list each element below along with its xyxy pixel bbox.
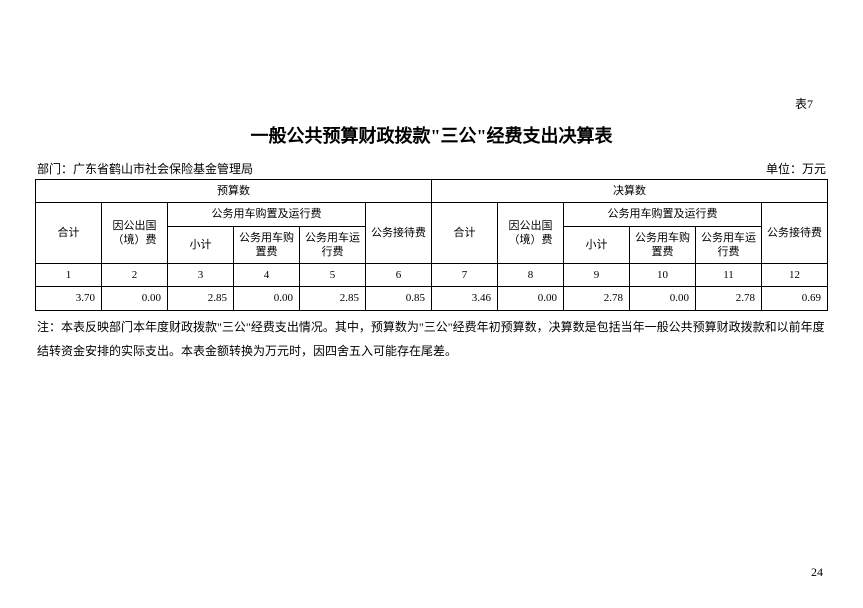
table-row: 3.70 0.00 2.85 0.00 2.85 0.85 3.46 0.00 … bbox=[36, 287, 828, 310]
section-final-header: 决算数 bbox=[432, 180, 828, 203]
data-cell: 0.69 bbox=[762, 287, 828, 310]
col-vehicle-operate-b: 公务用车运行费 bbox=[300, 226, 366, 264]
department-label: 部门： bbox=[37, 162, 73, 176]
table-row: 合计 因公出国（境）费 公务用车购置及运行费 公务接待费 合计 因公出国（境）费… bbox=[36, 203, 828, 226]
data-cell: 0.00 bbox=[234, 287, 300, 310]
col-vehicle-operate-f: 公务用车运行费 bbox=[696, 226, 762, 264]
col-total-b: 合计 bbox=[36, 203, 102, 264]
note-label: 注： bbox=[37, 320, 61, 334]
index-cell: 5 bbox=[300, 264, 366, 287]
data-cell: 3.70 bbox=[36, 287, 102, 310]
col-vehicle-group-b: 公务用车购置及运行费 bbox=[168, 203, 366, 226]
data-cell: 2.78 bbox=[564, 287, 630, 310]
data-cell: 2.85 bbox=[300, 287, 366, 310]
index-cell: 6 bbox=[366, 264, 432, 287]
data-cell: 0.00 bbox=[498, 287, 564, 310]
col-vehicle-purchase-f: 公务用车购置费 bbox=[630, 226, 696, 264]
index-cell: 4 bbox=[234, 264, 300, 287]
col-abroad-b: 因公出国（境）费 bbox=[102, 203, 168, 264]
col-vehicle-purchase-b: 公务用车购置费 bbox=[234, 226, 300, 264]
data-cell: 0.00 bbox=[102, 287, 168, 310]
index-cell: 12 bbox=[762, 264, 828, 287]
data-cell: 2.85 bbox=[168, 287, 234, 310]
index-cell: 11 bbox=[696, 264, 762, 287]
header-row: 部门：广东省鹤山市社会保险基金管理局 单位：万元 bbox=[35, 160, 828, 177]
note-text: 本表反映部门本年度财政拨款"三公"经费支出情况。其中，预算数为"三公"经费年初预… bbox=[37, 320, 825, 358]
department-name: 广东省鹤山市社会保险基金管理局 bbox=[73, 162, 253, 176]
col-reception-b: 公务接待费 bbox=[366, 203, 432, 264]
index-cell: 8 bbox=[498, 264, 564, 287]
col-subtotal-b: 小计 bbox=[168, 226, 234, 264]
department-info: 部门：广东省鹤山市社会保险基金管理局 bbox=[37, 160, 253, 177]
data-cell: 0.00 bbox=[630, 287, 696, 310]
data-cell: 2.78 bbox=[696, 287, 762, 310]
section-budget-header: 预算数 bbox=[36, 180, 432, 203]
note: 注：本表反映部门本年度财政拨款"三公"经费支出情况。其中，预算数为"三公"经费年… bbox=[35, 315, 828, 363]
col-subtotal-f: 小计 bbox=[564, 226, 630, 264]
table-row: 预算数 决算数 bbox=[36, 180, 828, 203]
index-cell: 1 bbox=[36, 264, 102, 287]
col-total-f: 合计 bbox=[432, 203, 498, 264]
data-cell: 0.85 bbox=[366, 287, 432, 310]
index-cell: 9 bbox=[564, 264, 630, 287]
page-title: 一般公共预算财政拨款"三公"经费支出决算表 bbox=[35, 122, 828, 148]
table-row: 1 2 3 4 5 6 7 8 9 10 11 12 bbox=[36, 264, 828, 287]
col-vehicle-group-f: 公务用车购置及运行费 bbox=[564, 203, 762, 226]
budget-table: 预算数 决算数 合计 因公出国（境）费 公务用车购置及运行费 公务接待费 合计 … bbox=[35, 179, 828, 311]
unit-label: 单位：万元 bbox=[766, 160, 826, 177]
index-cell: 3 bbox=[168, 264, 234, 287]
data-cell: 3.46 bbox=[432, 287, 498, 310]
col-reception-f: 公务接待费 bbox=[762, 203, 828, 264]
index-cell: 10 bbox=[630, 264, 696, 287]
index-cell: 2 bbox=[102, 264, 168, 287]
table-number: 表7 bbox=[35, 95, 828, 112]
index-cell: 7 bbox=[432, 264, 498, 287]
col-abroad-f: 因公出国（境）费 bbox=[498, 203, 564, 264]
page-number: 24 bbox=[811, 565, 823, 580]
